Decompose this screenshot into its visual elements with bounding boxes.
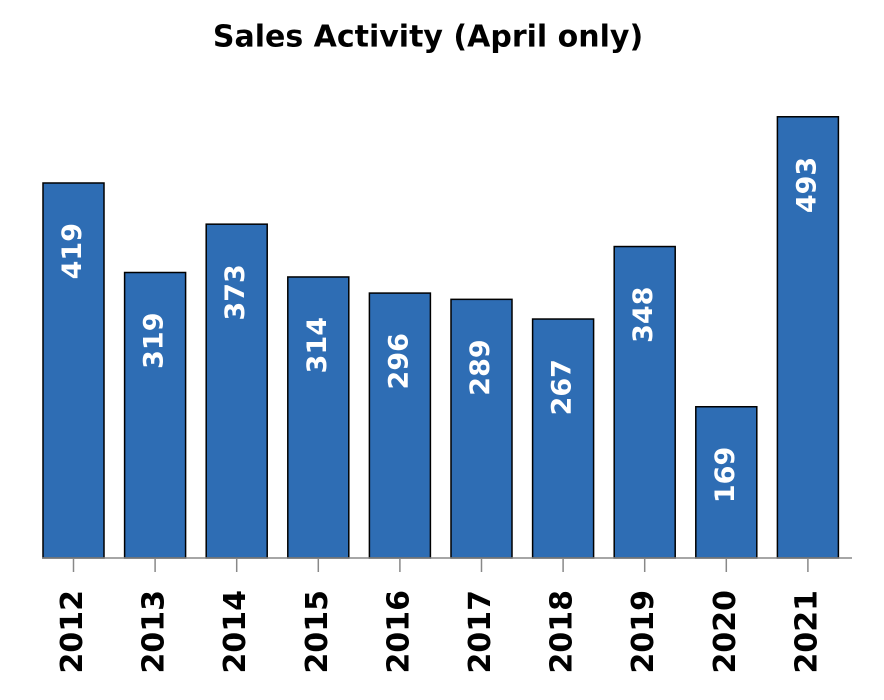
value-label: 419	[57, 223, 88, 279]
x-tick-label: 2021	[789, 590, 824, 674]
value-label: 373	[220, 264, 251, 320]
x-tick-label: 2014	[218, 590, 253, 674]
bar	[205, 223, 268, 559]
x-tick-label: 2018	[545, 590, 580, 674]
chart-title: Sales Activity (April only)	[213, 20, 643, 55]
bar	[531, 318, 595, 559]
value-label: 296	[383, 333, 414, 389]
value-label: 348	[628, 287, 659, 343]
bar	[42, 182, 105, 559]
bar	[450, 298, 513, 559]
x-tick-label: 2019	[626, 590, 661, 674]
value-label: 319	[139, 312, 170, 368]
x-tick-label: 2017	[463, 590, 498, 674]
x-tick-label: 2013	[137, 590, 172, 674]
value-label: 169	[710, 447, 741, 503]
x-tick-label: 2012	[55, 590, 90, 674]
x-tick-label: 2016	[381, 590, 416, 674]
x-tick-label: 2015	[300, 590, 335, 674]
value-label: 493	[791, 157, 822, 213]
x-tick-label: 2020	[708, 590, 743, 674]
bar	[695, 405, 758, 559]
bar	[123, 271, 187, 559]
bar	[776, 116, 840, 559]
bar	[613, 245, 676, 559]
bar	[368, 292, 432, 559]
value-label: 289	[465, 339, 496, 395]
value-label: 267	[547, 359, 578, 415]
value-label: 314	[302, 317, 333, 373]
